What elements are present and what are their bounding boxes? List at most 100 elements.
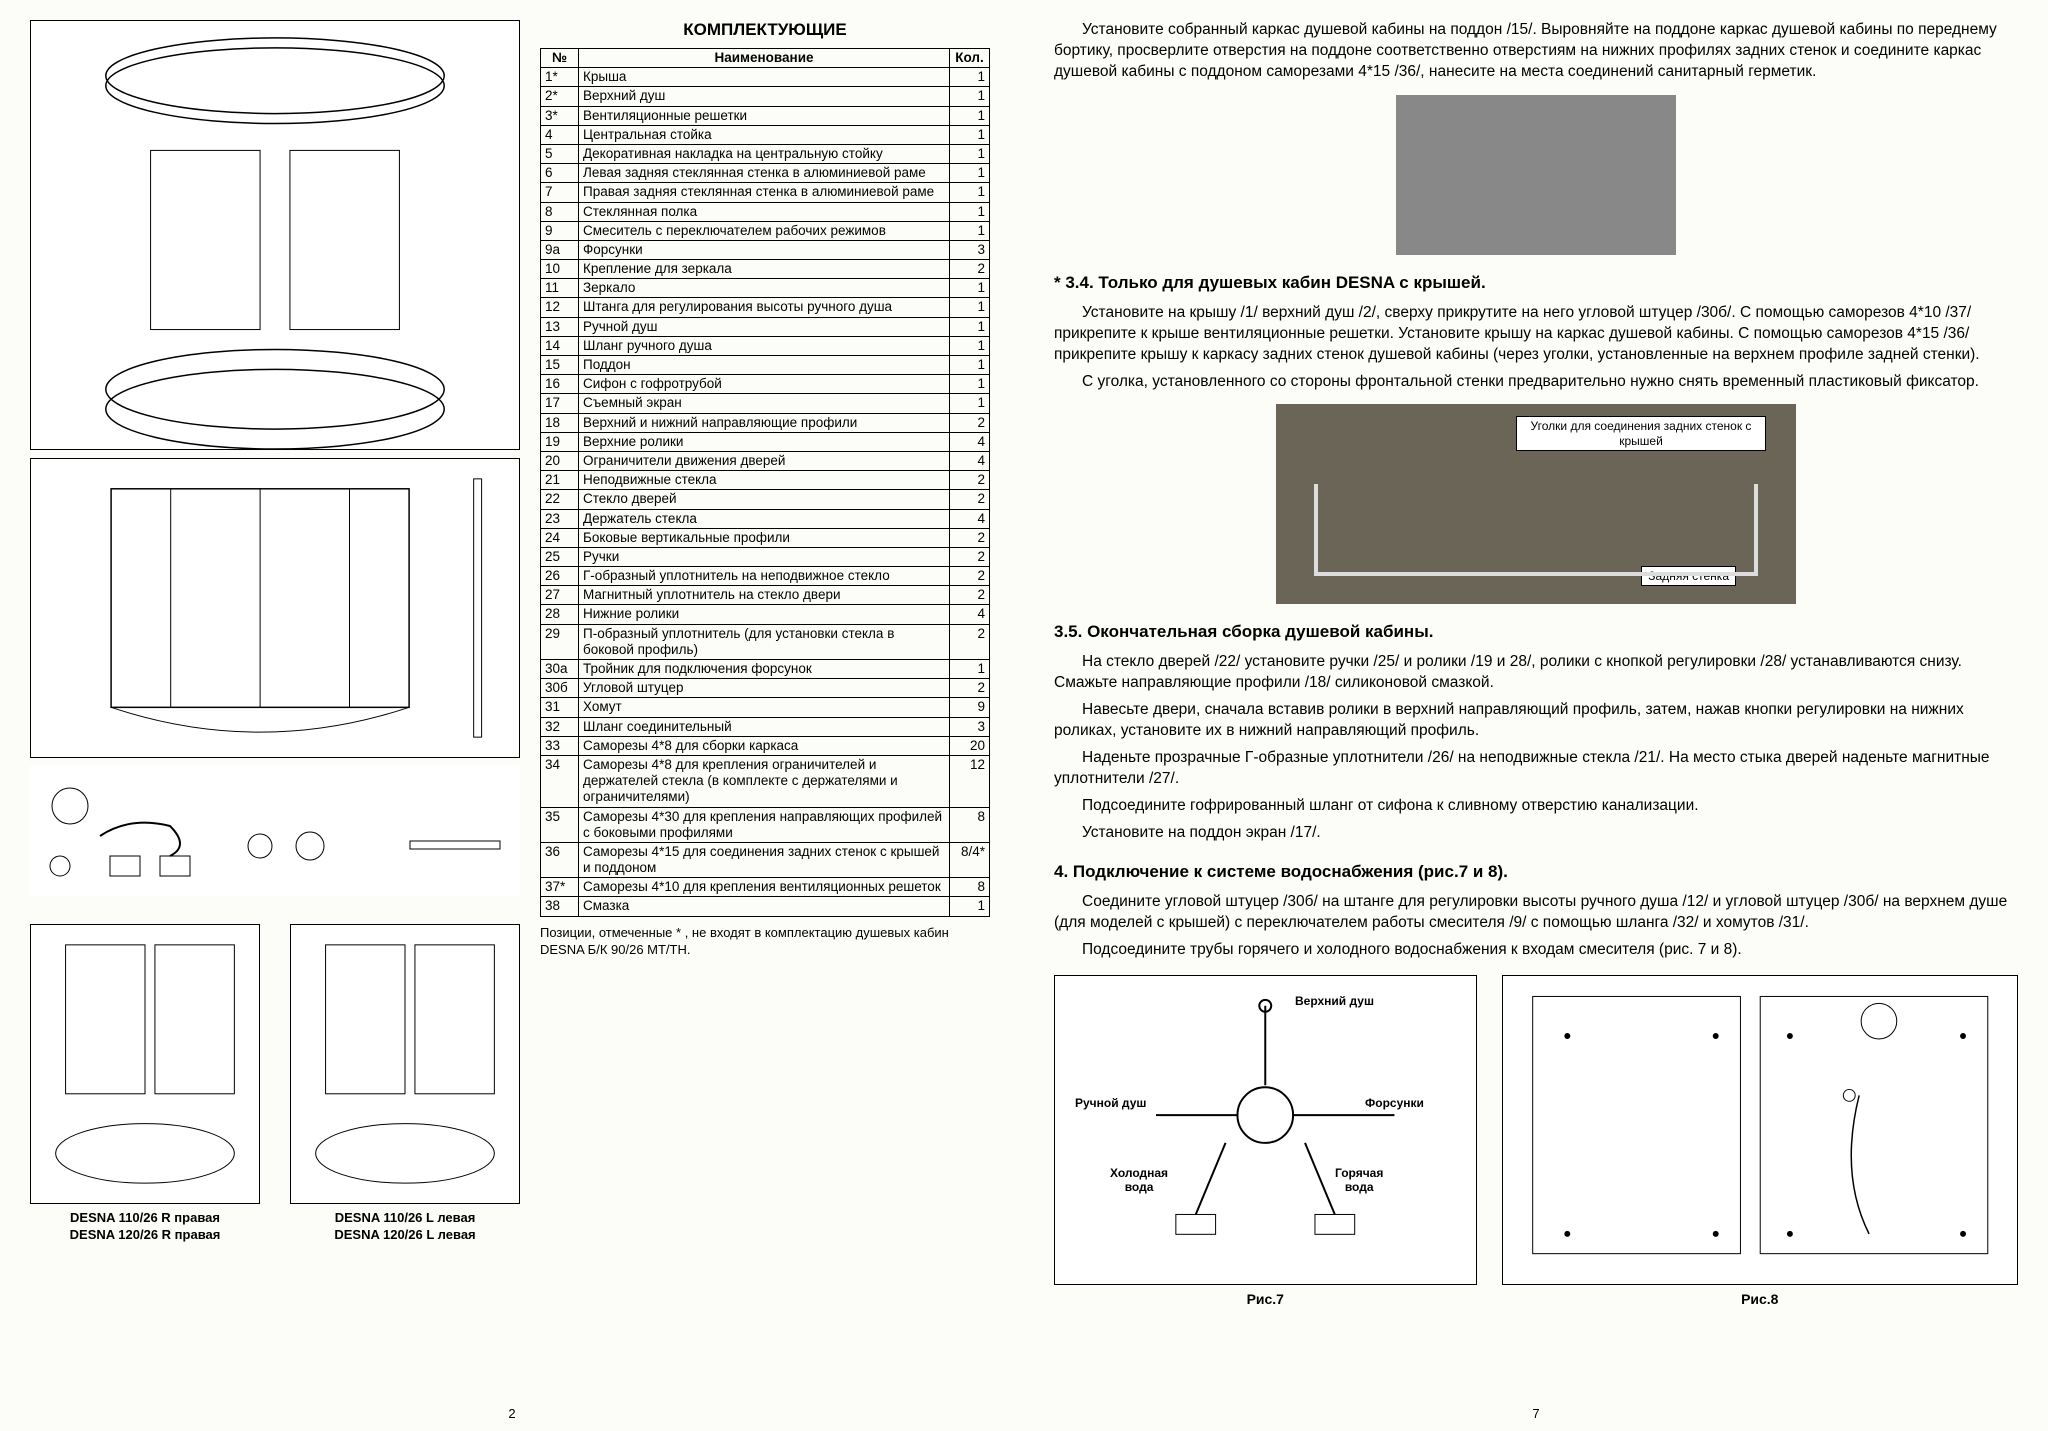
cell-name: Декоративная накладка на центральную сто… (579, 144, 950, 163)
paragraph-35a: На стекло дверей /22/ установите ручки /… (1054, 652, 2018, 694)
cell-num: 20 (541, 451, 579, 470)
cell-qty: 1 (950, 317, 990, 336)
cell-qty: 1 (950, 660, 990, 679)
table-row: 10Крепление для зеркала2 (541, 260, 990, 279)
view-left-label-2: DESNA 120/26 L левая (290, 1227, 520, 1244)
view-right-label-2: DESNA 120/26 R правая (30, 1227, 260, 1244)
paragraph-35c: Наденьте прозрачные Г-образные уплотните… (1054, 748, 2018, 790)
table-row: 2*Верхний душ1 (541, 87, 990, 106)
cell-num: 29 (541, 624, 579, 659)
cell-name: Вентиляционные решетки (579, 106, 950, 125)
cell-qty: 1 (950, 164, 990, 183)
cell-qty: 2 (950, 471, 990, 490)
cell-qty: 1 (950, 375, 990, 394)
table-row: 30бУгловой штуцер2 (541, 679, 990, 698)
cell-num: 24 (541, 528, 579, 547)
cell-num: 37* (541, 878, 579, 897)
view-left-label-1: DESNA 110/26 L левая (290, 1210, 520, 1227)
view-right-label-1: DESNA 110/26 R правая (30, 1210, 260, 1227)
cell-name: Верхний и нижний направляющие профили (579, 413, 950, 432)
cell-num: 6 (541, 164, 579, 183)
table-footnote: Позиции, отмеченные * , не входят в комп… (540, 925, 990, 959)
view-right: DESNA 110/26 R правая DESNA 120/26 R пра… (30, 924, 260, 1244)
cell-name: Поддон (579, 356, 950, 375)
table-row: 1*Крыша1 (541, 68, 990, 87)
cell-num: 19 (541, 432, 579, 451)
cell-num: 18 (541, 413, 579, 432)
cell-num: 31 (541, 698, 579, 717)
table-row: 11Зеркало1 (541, 279, 990, 298)
cell-name: Угловой штуцер (579, 679, 950, 698)
table-row: 17Съемный экран1 (541, 394, 990, 413)
cell-qty: 1 (950, 279, 990, 298)
cell-num: 22 (541, 490, 579, 509)
cell-qty: 2 (950, 679, 990, 698)
table-row: 15Поддон1 (541, 356, 990, 375)
cell-num: 23 (541, 509, 579, 528)
cell-name: Хомут (579, 698, 950, 717)
cell-num: 15 (541, 356, 579, 375)
cell-qty: 1 (950, 897, 990, 916)
parts-table-title: КОМПЛЕКТУЮЩИЕ (540, 20, 990, 40)
diagram-svg-2 (31, 459, 519, 757)
table-row: 4Центральная стойка1 (541, 125, 990, 144)
table-row: 35Саморезы 4*30 для крепления направляющ… (541, 807, 990, 842)
bottom-views: DESNA 110/26 R правая DESNA 120/26 R пра… (30, 924, 520, 1244)
table-row: 19Верхние ролики4 (541, 432, 990, 451)
paragraph-4a: Соедините угловой штуцер /30б/ на штанге… (1054, 892, 2018, 934)
table-row: 26Г-образный уплотнитель на неподвижное … (541, 567, 990, 586)
table-row: 21Неподвижные стекла2 (541, 471, 990, 490)
col-num: № (541, 49, 579, 68)
cell-qty: 4 (950, 605, 990, 624)
cell-num: 16 (541, 375, 579, 394)
table-row: 20Ограничители движения дверей4 (541, 451, 990, 470)
col-qty: Кол. (950, 49, 990, 68)
cell-name: Крепление для зеркала (579, 260, 950, 279)
cell-num: 32 (541, 717, 579, 736)
figure-7-box: Верхний душ Ручной душ Форсунки Холодная… (1054, 975, 1477, 1285)
fig7-label-hand: Ручной душ (1075, 1096, 1146, 1110)
cell-qty: 8/4* (950, 842, 990, 877)
table-row: 12Штанга для регулирования высоты ручног… (541, 298, 990, 317)
cell-name: Саморезы 4*30 для крепления направляющих… (579, 807, 950, 842)
table-row: 3*Вентиляционные решетки1 (541, 106, 990, 125)
table-row: 33Саморезы 4*8 для сборки каркаса20 (541, 736, 990, 755)
cell-name: Верхний душ (579, 87, 950, 106)
cell-qty: 2 (950, 490, 990, 509)
fig7-label-cold: Холодная вода (1110, 1166, 1168, 1194)
cell-num: 13 (541, 317, 579, 336)
table-row: 8Стеклянная полка1 (541, 202, 990, 221)
cell-qty: 2 (950, 547, 990, 566)
table-row: 23Держатель стекла4 (541, 509, 990, 528)
cell-num: 2* (541, 87, 579, 106)
cell-qty: 1 (950, 202, 990, 221)
cell-qty: 2 (950, 586, 990, 605)
cell-num: 21 (541, 471, 579, 490)
cell-num: 33 (541, 736, 579, 755)
table-header-row: № Наименование Кол. (541, 49, 990, 68)
diagram-svg-3 (30, 766, 520, 896)
cell-qty: 3 (950, 240, 990, 259)
cell-num: 8 (541, 202, 579, 221)
cell-name: Ограничители движения дверей (579, 451, 950, 470)
paragraph-34b: С уголка, установленного со стороны фрон… (1054, 372, 2018, 393)
paragraph-34a: Установите на крышу /1/ верхний душ /2/,… (1054, 303, 2018, 366)
paragraph-35b: Навесьте двери, сначала вставив ролики в… (1054, 700, 2018, 742)
col-name: Наименование (579, 49, 950, 68)
cell-name: Шланг ручного душа (579, 336, 950, 355)
figures-row: Верхний душ Ручной душ Форсунки Холодная… (1054, 975, 2018, 1307)
table-row: 25Ручки2 (541, 547, 990, 566)
table-row: 22Стекло дверей2 (541, 490, 990, 509)
photo-drilling (1396, 95, 1676, 255)
cell-qty: 12 (950, 755, 990, 807)
cell-name: Съемный экран (579, 394, 950, 413)
table-row: 9Смеситель с переключателем рабочих режи… (541, 221, 990, 240)
page-number-right: 7 (1024, 1406, 2048, 1421)
cell-name: Нижние ролики (579, 605, 950, 624)
cell-name: Ручки (579, 547, 950, 566)
heading-4: 4. Подключение к системе водоснабжения (… (1054, 862, 2018, 882)
diagram-svg (31, 21, 519, 449)
photo-corners: Уголки для соединения задних стенок с кр… (1276, 404, 1796, 604)
cell-name: Стеклянная полка (579, 202, 950, 221)
cell-qty: 1 (950, 144, 990, 163)
